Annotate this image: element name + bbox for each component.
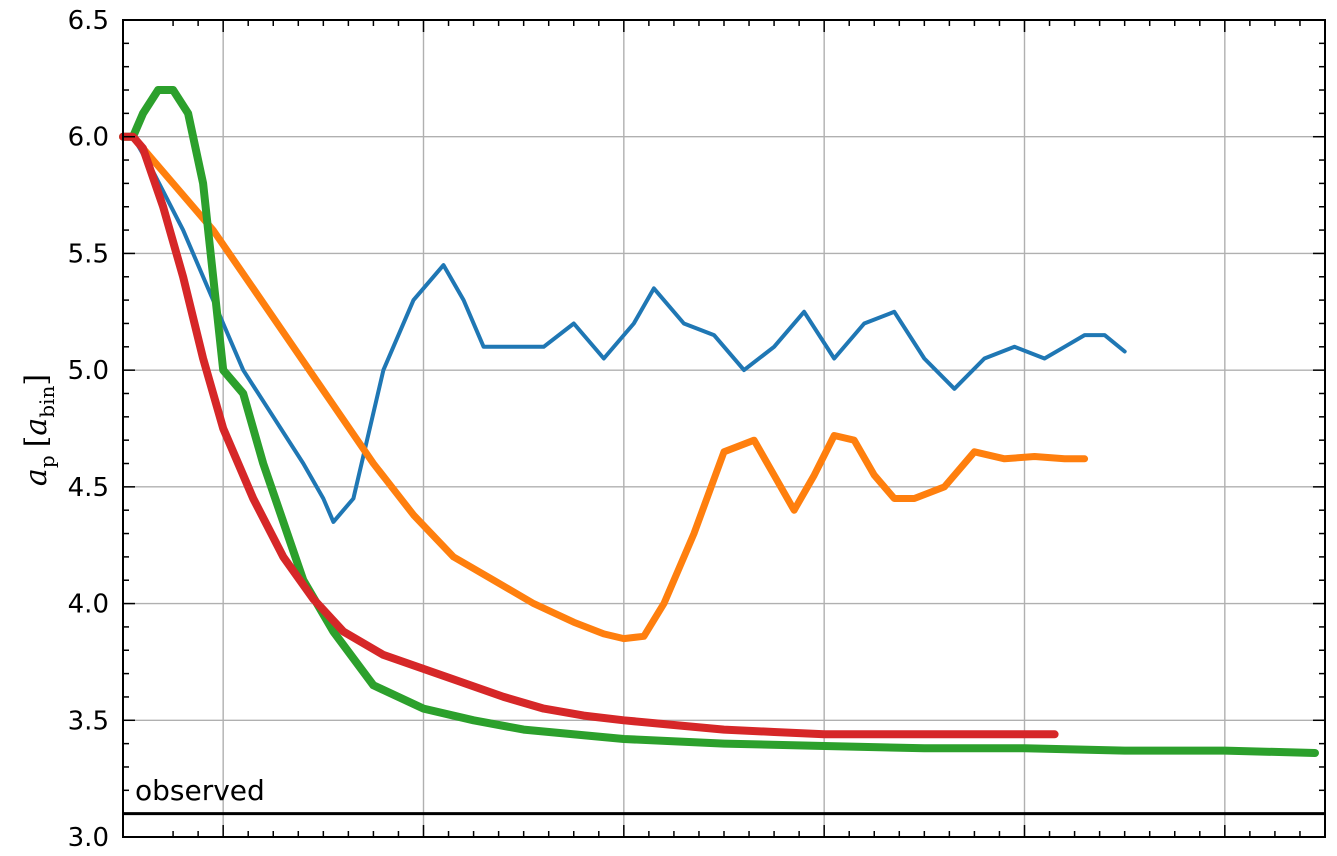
y-axis-title-close: ]	[19, 374, 54, 386]
y-axis-title-open: [	[19, 436, 54, 448]
y-tick-label: 3.5	[68, 706, 109, 736]
y-tick-label: 6.5	[68, 6, 109, 36]
series-line-4	[119, 132, 1059, 739]
y-axis-title-sub-main: p	[35, 455, 59, 468]
grid-lines	[123, 20, 1325, 837]
y-tick-label: 4.5	[68, 473, 109, 503]
y-axis-title-sub-unit: bin	[35, 386, 59, 418]
y-axis-title: ap[abin]	[19, 374, 59, 486]
y-tick-label: 6.0	[68, 123, 109, 153]
observed-annotation: observed	[135, 774, 265, 807]
y-tick-label: 5.5	[68, 239, 109, 269]
y-tick-label: 3.0	[68, 823, 109, 853]
y-axis-title-main: a	[19, 468, 54, 486]
series-line-2	[119, 133, 1089, 643]
y-tick-label: 4.0	[68, 590, 109, 620]
series-line-1	[121, 134, 1127, 524]
series-line-3	[119, 86, 1319, 757]
plot-frame	[122, 19, 1326, 838]
y-axis-title-unit: a	[19, 418, 54, 436]
y-tick-label: 5.0	[68, 356, 109, 386]
y-tick-labels: 3.0 3.5 4.0 4.5 5.0 5.5 6.0 6.5	[68, 6, 109, 853]
series-lines	[119, 86, 1319, 757]
axis-ticks	[123, 19, 1325, 838]
